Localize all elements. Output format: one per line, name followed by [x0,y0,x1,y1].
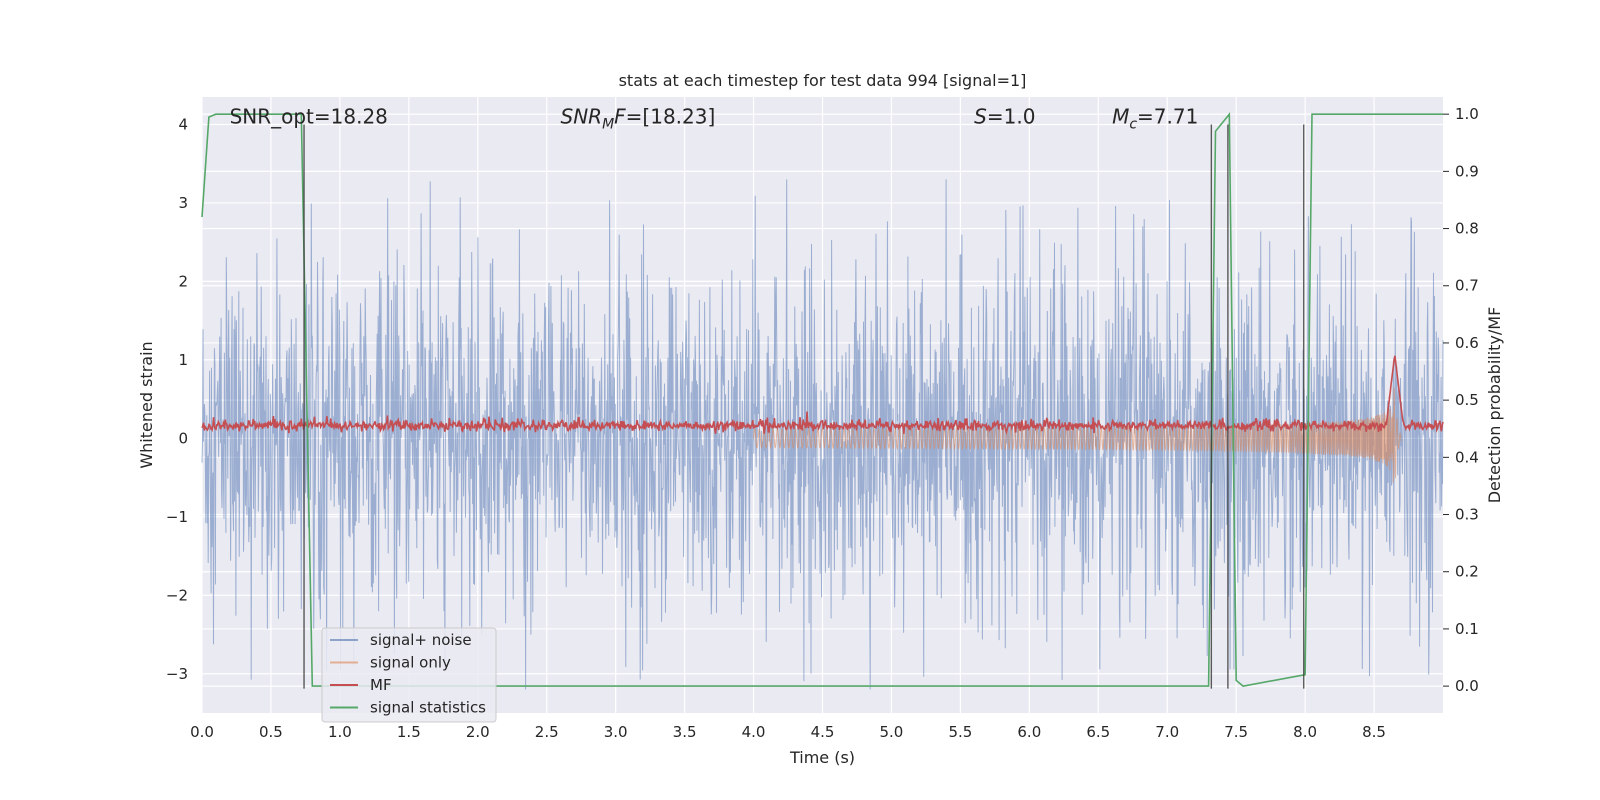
x-axis-label: Time (s) [789,748,855,767]
annotation-3: Mc=7.71 [1112,104,1198,132]
right-tick-label: 0.4 [1455,448,1479,466]
right-tick-label: 0.7 [1455,277,1479,295]
left-tick-label: 1 [178,351,188,369]
right-tick-label: 0.5 [1455,391,1479,409]
x-tick-label: 3.0 [604,723,628,741]
series-mf [201,355,1444,435]
x-tick-label: 8.0 [1293,723,1317,741]
legend-label: signal only [370,654,451,672]
left-tick-label: −3 [166,665,188,683]
y-axis-label-left: Whitened strain [137,341,156,468]
right-tick-label: 0.1 [1455,620,1479,638]
left-tick-label: −2 [166,586,188,604]
series-layer [201,111,1444,690]
axes: 0.0 0.5 1.0 1.5 2.0 2.5 3.0 3.5 4.0 4.5 5.0 5.5 6.0 6… [166,105,1479,741]
x-tick-label: 2.5 [535,723,559,741]
right-tick-label: 0.9 [1455,162,1479,180]
annotation-0: SNR_opt=18.28 [230,104,388,128]
right-tick-label: 0.2 [1455,563,1479,581]
legend-label: MF [370,676,392,694]
x-tick-label: 7.0 [1155,723,1179,741]
vertical-markers [303,124,1305,689]
x-tick-label: 0.5 [259,723,283,741]
series-signal-statistics [201,111,1443,687]
x-tick-label: 8.5 [1362,723,1386,741]
x-tick-label: 4.5 [811,723,835,741]
annotation-1: SNRMF=[18.23] [561,104,716,132]
x-tick-label: 1.5 [397,723,421,741]
right-tick-label: 0.8 [1455,220,1479,238]
legend-box [321,627,497,723]
annotations: SNR_opt=18.28 SNRMF=[18.23] S=1.0 Mc=7.71 [230,104,1199,132]
x-tick-label: 5.0 [880,723,904,741]
x-tick-label: 0.0 [190,723,214,741]
chart-title: stats at each timestep for test data 994… [619,71,1027,90]
left-tick-label: 4 [178,115,188,133]
series-signal-only [753,387,1402,483]
series-signal-noise [201,179,1444,690]
legend: signal+ noise signal only MF signal statist… [321,627,497,723]
x-tick-label: 5.5 [948,723,972,741]
x-tick-label: 7.5 [1224,723,1248,741]
x-tick-label: 6.0 [1017,723,1041,741]
left-tick-label: 2 [178,272,188,290]
right-tick-label: 0.6 [1455,334,1479,352]
x-tick-label: 1.0 [328,723,352,741]
y-axis-label-right: Detection probability/MF [1485,307,1504,504]
annotation-2: S=1.0 [974,104,1035,128]
x-tick-label: 4.0 [742,723,766,741]
legend-label: signal statistics [370,699,486,717]
right-tick-label: 0.3 [1455,506,1479,524]
right-tick-label: 0.0 [1455,677,1479,695]
legend-label: signal+ noise [370,631,472,649]
x-tick-label: 2.0 [466,723,490,741]
left-tick-label: −1 [166,508,188,526]
left-tick-label: 0 [178,429,188,447]
x-tick-label: 3.5 [673,723,697,741]
right-tick-label: 1.0 [1455,105,1479,123]
left-tick-label: 3 [178,194,188,212]
x-tick-label: 6.5 [1086,723,1110,741]
